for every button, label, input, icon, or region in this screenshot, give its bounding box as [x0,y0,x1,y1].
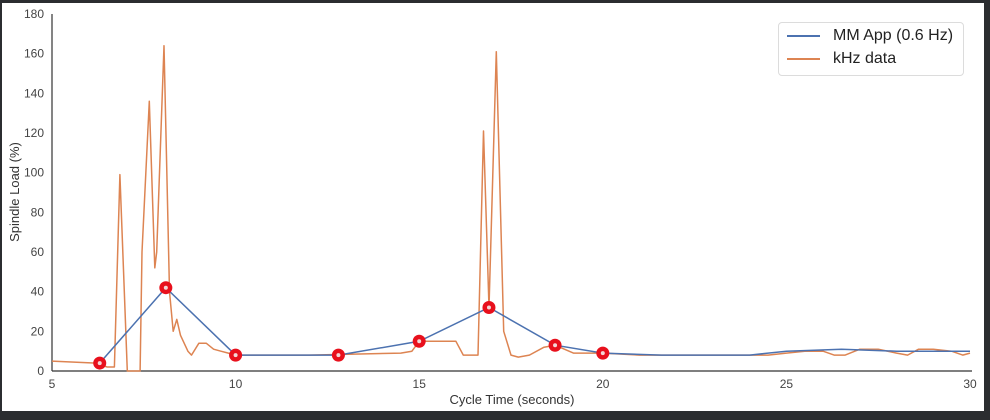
data-point-marker-center [486,305,491,310]
data-point-marker-center [163,285,168,290]
data-point-marker-center [600,351,605,356]
legend-swatch-khz-data [787,58,820,60]
x-tick-label: 10 [229,377,243,391]
series-khz-data [51,44,971,372]
data-point-marker-center [417,339,422,344]
x-tick-label: 30 [963,377,977,391]
x-tick-label: 15 [413,377,427,391]
mm-app-markers [93,281,610,370]
y-tick-label: 120 [24,126,44,140]
legend-label: kHz data [833,50,897,67]
x-axis-label: Cycle Time (seconds) [450,392,575,407]
x-tick-label: 25 [780,377,794,391]
y-axis-ticks: 0 20 40 60 80 100 120 140 160 180 [24,7,44,378]
y-tick-label: 160 [24,47,44,61]
y-tick-label: 40 [31,285,45,299]
data-point-marker-center [336,353,341,358]
x-tick-label: 5 [49,377,56,391]
legend-swatch-mm-app [787,35,820,37]
y-tick-label: 20 [31,324,45,338]
y-tick-label: 80 [31,205,45,219]
chart-legend: MM App (0.6 Hz) kHz data [778,22,964,76]
y-axis-label: Spindle Load (%) [7,142,22,242]
legend-label: MM App (0.6 Hz) [833,27,954,44]
x-tick-label: 20 [596,377,610,391]
y-tick-label: 0 [37,364,44,378]
legend-item-khz-data: kHz data [787,50,896,68]
legend-item-mm-app: MM App (0.6 Hz) [787,27,953,45]
data-point-marker-center [553,343,558,348]
y-tick-label: 180 [24,7,44,21]
y-tick-label: 100 [24,166,44,180]
data-point-marker-center [97,361,102,366]
y-tick-label: 140 [24,86,44,100]
data-point-marker-center [233,353,238,358]
x-axis-ticks: 5 10 15 20 25 30 [49,377,977,391]
y-tick-label: 60 [31,245,45,259]
